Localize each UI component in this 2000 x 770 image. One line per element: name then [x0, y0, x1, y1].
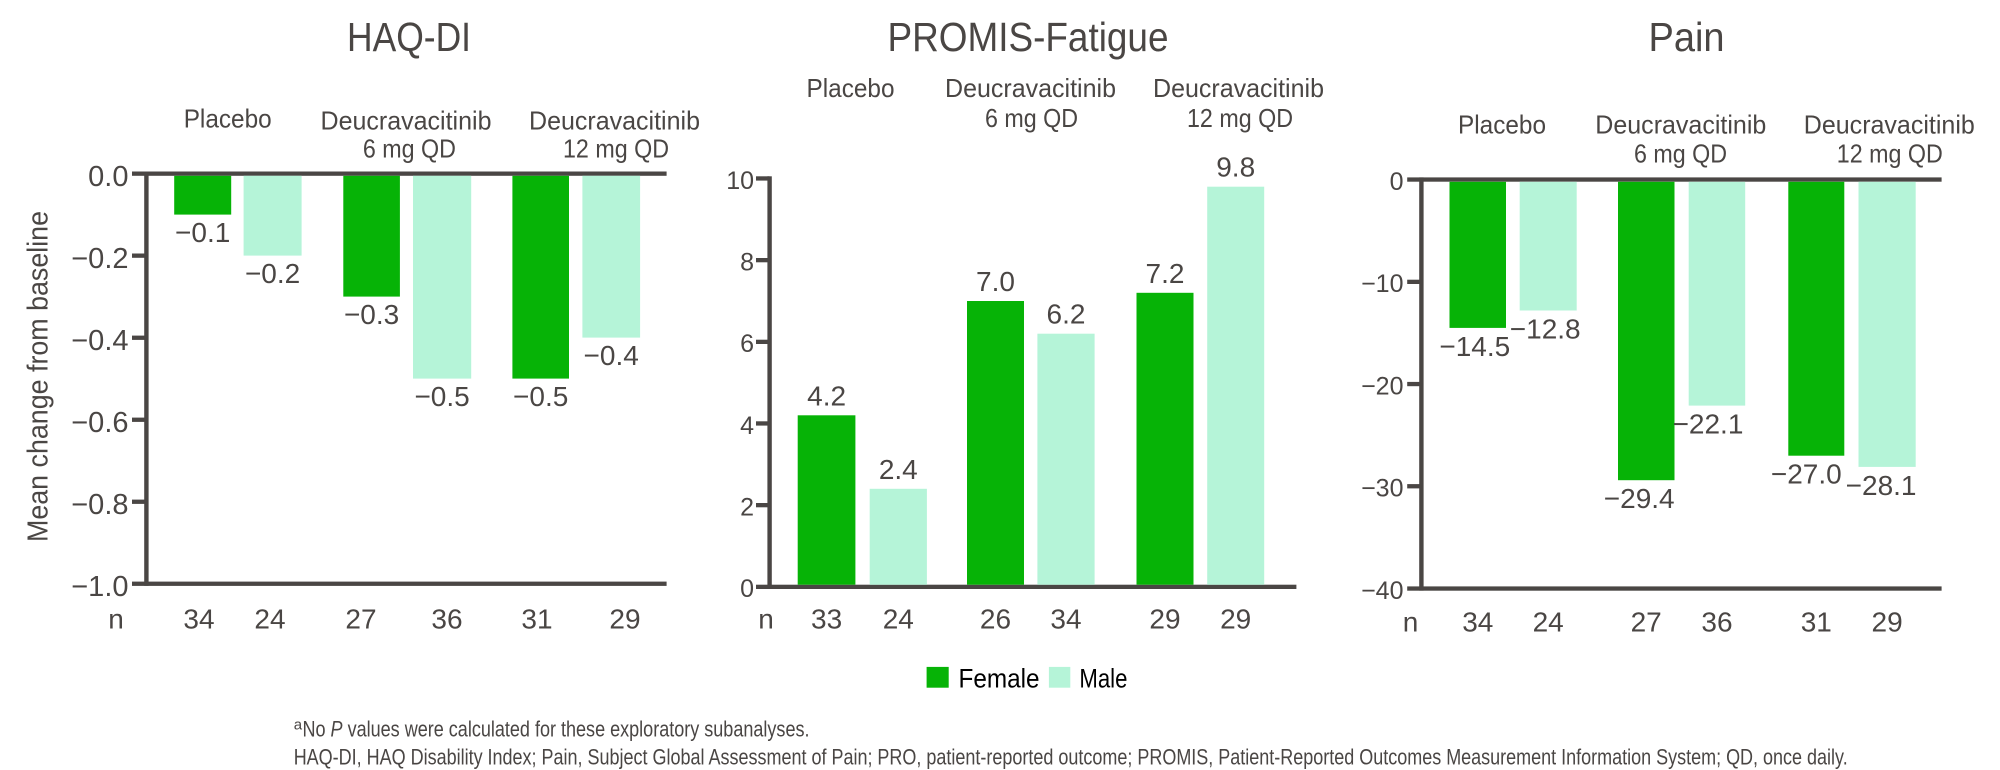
svg-text:24: 24	[1533, 607, 1564, 638]
svg-text:34: 34	[183, 604, 214, 635]
svg-text:12 mg QD: 12 mg QD	[1187, 103, 1293, 133]
svg-text:−29.4: −29.4	[1604, 483, 1675, 514]
svg-text:27: 27	[345, 604, 376, 635]
svg-text:n: n	[1403, 607, 1419, 638]
svg-text:34: 34	[1050, 604, 1081, 635]
svg-text:−0.4: −0.4	[584, 340, 639, 371]
svg-text:a: a	[294, 717, 303, 734]
svg-text:−0.5: −0.5	[414, 381, 469, 412]
svg-text:27: 27	[1631, 607, 1662, 638]
svg-text:31: 31	[1801, 607, 1832, 638]
svg-text:HAQ-DI, HAQ Disability Index;: HAQ-DI, HAQ Disability Index; Pain, Subj…	[294, 745, 1848, 770]
svg-text:Male: Male	[1079, 664, 1127, 694]
svg-text:12 mg QD: 12 mg QD	[1837, 139, 1943, 169]
svg-text:24: 24	[254, 604, 285, 635]
svg-text:−14.5: −14.5	[1439, 331, 1510, 362]
svg-text:Deucravacitinib: Deucravacitinib	[321, 105, 492, 135]
svg-text:−20: −20	[1361, 372, 1403, 400]
svg-text:8: 8	[740, 249, 754, 277]
svg-text:−0.3: −0.3	[344, 299, 399, 330]
svg-text:PROMIS-Fatigue: PROMIS-Fatigue	[888, 14, 1169, 60]
svg-text:Deucravacitinib: Deucravacitinib	[1153, 73, 1324, 103]
svg-text:Female: Female	[959, 664, 1040, 694]
svg-text:2.4: 2.4	[879, 454, 918, 485]
svg-text:−0.6: −0.6	[71, 407, 128, 439]
svg-text:6 mg QD: 6 mg QD	[985, 103, 1078, 133]
svg-text:Deucravacitinib: Deucravacitinib	[945, 73, 1116, 103]
svg-text:26: 26	[980, 604, 1011, 635]
svg-text:6: 6	[740, 330, 754, 358]
svg-text:36: 36	[431, 604, 462, 635]
svg-text:31: 31	[521, 604, 552, 635]
svg-text:Deucravacitinib: Deucravacitinib	[1804, 110, 1975, 140]
svg-text:−0.2: −0.2	[71, 243, 128, 275]
svg-text:10: 10	[726, 167, 754, 195]
svg-text:6 mg QD: 6 mg QD	[363, 133, 456, 163]
svg-text:−1.0: −1.0	[71, 571, 128, 603]
svg-text:Deucravacitinib: Deucravacitinib	[1595, 110, 1766, 140]
svg-text:29: 29	[1149, 604, 1180, 635]
svg-text:29: 29	[609, 604, 640, 635]
svg-text:0: 0	[740, 575, 754, 603]
svg-text:12 mg QD: 12 mg QD	[563, 133, 669, 163]
svg-text:2: 2	[740, 494, 754, 522]
svg-text:7.0: 7.0	[976, 266, 1015, 297]
svg-text:−27.0: −27.0	[1771, 459, 1842, 490]
svg-text:9.8: 9.8	[1216, 152, 1255, 183]
svg-text:HAQ-DI: HAQ-DI	[347, 14, 471, 60]
svg-text:Placebo: Placebo	[807, 73, 895, 103]
svg-text:6 mg QD: 6 mg QD	[1634, 139, 1727, 169]
svg-text:0: 0	[1390, 168, 1404, 196]
svg-text:−40: −40	[1361, 577, 1403, 605]
svg-text:4.2: 4.2	[807, 380, 846, 411]
svg-text:−0.8: −0.8	[71, 489, 128, 521]
svg-text:4: 4	[740, 412, 754, 440]
svg-text:n: n	[108, 604, 124, 635]
svg-text:7.2: 7.2	[1146, 258, 1185, 289]
svg-text:−0.5: −0.5	[513, 381, 568, 412]
svg-text:33: 33	[811, 604, 842, 635]
svg-text:34: 34	[1462, 607, 1493, 638]
svg-text:n: n	[758, 604, 774, 635]
svg-text:−0.1: −0.1	[175, 217, 230, 248]
svg-text:Placebo: Placebo	[184, 103, 272, 133]
svg-text:Deucravacitinib: Deucravacitinib	[529, 105, 700, 135]
svg-text:−10: −10	[1361, 270, 1403, 298]
svg-text:−30: −30	[1361, 475, 1403, 503]
svg-text:No P values were calculated fo: No P values were calculated for these ex…	[303, 717, 810, 742]
svg-text:−0.4: −0.4	[71, 325, 128, 357]
svg-text:Pain: Pain	[1649, 14, 1725, 60]
svg-text:Mean change from baseline: Mean change from baseline	[23, 211, 55, 542]
svg-text:36: 36	[1701, 607, 1732, 638]
svg-text:−28.1: −28.1	[1846, 470, 1917, 501]
svg-text:−22.1: −22.1	[1673, 409, 1744, 440]
svg-text:29: 29	[1220, 604, 1251, 635]
svg-text:−12.8: −12.8	[1510, 313, 1581, 344]
svg-text:0.0: 0.0	[88, 161, 128, 193]
svg-text:29: 29	[1872, 607, 1903, 638]
svg-text:−0.2: −0.2	[245, 258, 300, 289]
svg-text:6.2: 6.2	[1047, 299, 1086, 330]
svg-text:Placebo: Placebo	[1458, 110, 1546, 140]
svg-text:24: 24	[883, 604, 914, 635]
